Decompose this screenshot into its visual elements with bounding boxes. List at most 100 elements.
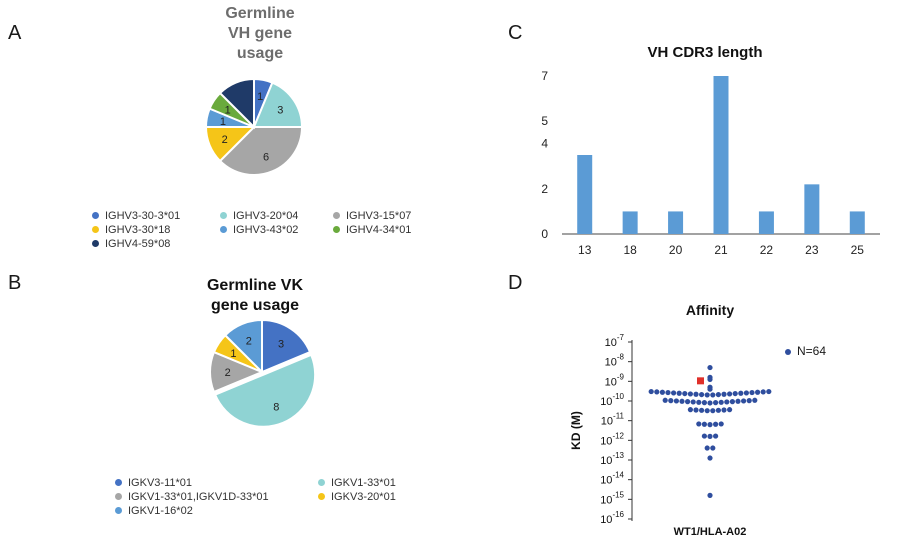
- scatter-point: [648, 388, 654, 395]
- legend-vk-label: IGKV1-16*02: [128, 505, 193, 517]
- scatter-legend-label: N=64: [797, 344, 827, 358]
- bar: [849, 211, 865, 234]
- legend-vh-item: IGHV3-30*18: [92, 224, 170, 236]
- scatter-y-tick-label: 10-12: [600, 431, 624, 447]
- legend-vh-item: IGHV3-43*02: [220, 224, 298, 236]
- scatter-point: [679, 398, 685, 404]
- scatter-point: [715, 407, 722, 413]
- scatter-point: [707, 455, 713, 461]
- scatter-point: [696, 399, 702, 405]
- legend-vh-swatch: [220, 211, 227, 219]
- legend-vh-label: IGHV3-20*04: [233, 210, 299, 222]
- scatter-point: [746, 398, 752, 404]
- legend-vh-swatch: [333, 211, 340, 219]
- scatter-y-tick-label: 10-16: [600, 510, 624, 526]
- scatter-point: [668, 398, 674, 404]
- pie-vk-slice-label: 2: [225, 367, 231, 379]
- scatter-point: [701, 421, 708, 427]
- bar-y-tick-label: 7: [541, 69, 548, 83]
- scatter-point: [715, 391, 722, 398]
- scatter-point: [718, 399, 724, 405]
- scatter-point: [676, 390, 682, 396]
- scatter-point: [713, 433, 719, 439]
- scatter-y-tick-label: 10-15: [600, 490, 624, 506]
- legend-vh-swatch: [220, 225, 227, 233]
- bar: [668, 211, 684, 234]
- scatter-point: [654, 389, 660, 395]
- pie-vk-slice-label: 1: [230, 348, 236, 360]
- legend-vh-item: IGHV3-15*07: [333, 210, 411, 222]
- scatter-legend-swatch: [785, 348, 791, 355]
- scatter-point: [687, 407, 694, 413]
- legend-vk-swatch: [115, 478, 122, 486]
- scatter-y-tick-label: 10-14: [600, 471, 624, 487]
- scatter-point: [729, 399, 736, 405]
- scatter-y-tick-label: 10-11: [601, 412, 625, 428]
- scatter-point: [704, 392, 710, 398]
- scatter-point: [699, 391, 705, 398]
- scatter-point: [687, 391, 694, 397]
- legend-vk-item: IGKV3-20*01: [318, 491, 396, 503]
- panel-letter-a: A: [8, 22, 22, 44]
- legend-vk-label: IGKV3-20*01: [331, 491, 396, 503]
- scatter-point: [690, 399, 696, 405]
- scatter-point: [749, 389, 755, 396]
- pie-vh-slice-label: 1: [225, 104, 231, 116]
- scatter-point: [710, 408, 716, 414]
- scatter-point: [718, 421, 724, 427]
- legend-vh-label: IGHV4-34*01: [346, 224, 412, 236]
- legend-vk-item: IGKV1-33*01: [318, 477, 396, 489]
- pie-a-title-line-1: Germline: [225, 5, 295, 22]
- legend-vh-item: IGHV4-34*01: [333, 224, 411, 236]
- legend-vh-swatch: [92, 225, 99, 233]
- panel-letter-d: D: [508, 272, 523, 294]
- bar-x-tick-label: 18: [623, 243, 637, 257]
- scatter-highlight-point: [697, 377, 704, 385]
- pie-vk-slice-label: 8: [273, 401, 279, 413]
- bar-x-tick-label: 25: [851, 243, 865, 257]
- pie-vh-slice-label: 1: [220, 116, 226, 128]
- scatter-point: [707, 433, 713, 439]
- legend-vh-swatch: [92, 239, 99, 247]
- legend-vk-label: IGKV3-11*01: [128, 477, 193, 489]
- legend-vh-item: IGHV4-59*08: [92, 238, 170, 250]
- scatter-point: [707, 386, 713, 392]
- pie-b-title: Germline VK gene usage: [190, 276, 320, 316]
- scatter-point: [713, 400, 719, 406]
- scatter-point: [685, 399, 691, 405]
- scatter-point: [665, 389, 671, 396]
- scatter-y-tick-label: 10-7: [605, 333, 625, 349]
- pie-a-title-line-3: usage: [236, 45, 284, 62]
- bar: [577, 155, 593, 234]
- scatter-y-tick-label: 10-9: [605, 372, 625, 388]
- pie-vk-slice-label: 2: [246, 335, 252, 347]
- scatter-point: [699, 407, 705, 413]
- legend-vk-label: IGKV1-33*01,IGKV1D-33*01: [128, 491, 269, 503]
- legend-vk-swatch: [115, 492, 122, 500]
- scatter-point: [738, 390, 744, 396]
- scatter-legend: N=64: [785, 344, 826, 358]
- scatter-point: [671, 390, 677, 396]
- legend-vh-item: IGHV3-20*04: [220, 210, 298, 222]
- scatter-y-tick-label: 10-8: [605, 353, 625, 369]
- bar: [758, 211, 774, 234]
- scatter-point: [752, 397, 758, 403]
- legend-vh-label: IGHV3-43*02: [233, 224, 299, 236]
- scatter-point: [710, 392, 716, 398]
- legend-vh-label: IGHV4-59*08: [105, 238, 171, 250]
- legend-vh-item: IGHV3-30-3*01: [92, 210, 180, 222]
- scatter-point: [707, 492, 713, 498]
- scatter-point: [766, 388, 772, 395]
- scatter-point: [713, 421, 719, 427]
- scatter-point: [755, 389, 761, 395]
- bar-y-tick-label: 4: [541, 137, 548, 151]
- bar-x-tick-label: 22: [760, 243, 774, 257]
- panel-letter-b: B: [8, 272, 22, 294]
- scatter-point: [704, 445, 710, 451]
- scatter-point: [707, 376, 713, 382]
- scatter-point: [704, 408, 710, 414]
